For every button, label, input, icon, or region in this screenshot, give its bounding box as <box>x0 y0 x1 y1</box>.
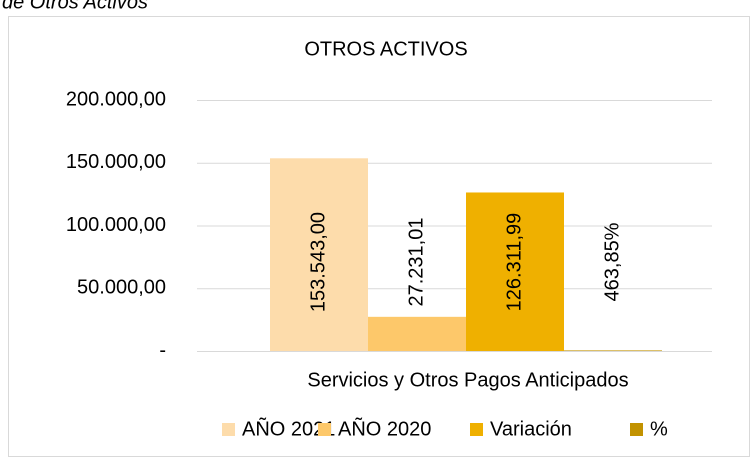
data-label: 27.231,01 <box>405 218 427 307</box>
bar <box>466 192 564 351</box>
legend-swatch <box>630 423 643 436</box>
caption: de Otros Activos <box>2 0 148 13</box>
data-label: 463,85% <box>601 222 623 301</box>
chart-title: OTROS ACTIVOS <box>304 38 467 60</box>
bar <box>368 316 466 351</box>
legend-label: AÑO 2020 <box>338 416 431 440</box>
chart-border <box>8 16 750 457</box>
y-tick-label: 150.000,00 <box>66 151 166 173</box>
y-tick-label: - <box>159 339 166 361</box>
legend-swatch <box>222 423 235 436</box>
bar <box>270 158 368 351</box>
y-tick-label: 100.000,00 <box>66 214 166 236</box>
legend-label: Variación <box>490 418 572 440</box>
y-tick-label: 200.000,00 <box>66 88 166 110</box>
legend-swatch <box>318 423 331 436</box>
data-label: 153.543,00 <box>307 212 329 312</box>
legend-label: % <box>650 418 668 440</box>
x-tick-label: Servicios y Otros Pagos Anticipados <box>307 369 628 391</box>
y-tick-label: 50.000,00 <box>77 277 166 299</box>
legend-swatch <box>470 423 483 436</box>
data-label: 126.311,99 <box>503 213 525 312</box>
bar <box>564 350 662 351</box>
